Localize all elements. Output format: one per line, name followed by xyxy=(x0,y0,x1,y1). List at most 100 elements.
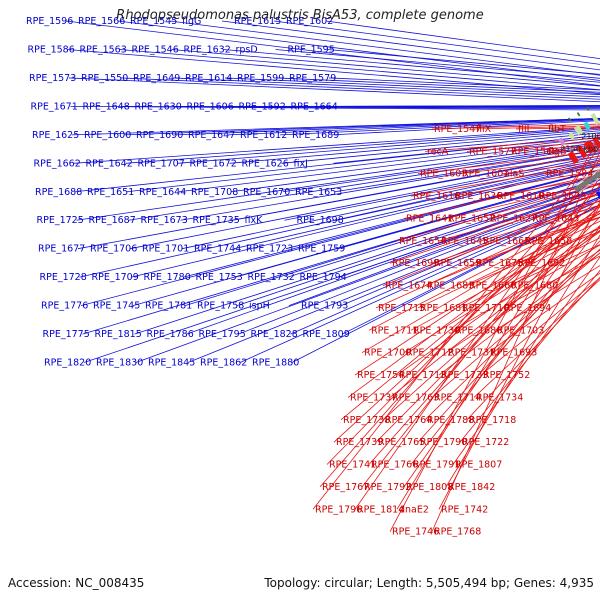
label-leader xyxy=(281,132,600,164)
gene-label-forward: RPE_1862 xyxy=(200,358,247,369)
gene-label-forward: RPE_1644 xyxy=(139,187,186,198)
gene-label-forward: RPE_1759 xyxy=(298,244,345,255)
gene-label-reverse: RPE_1547 xyxy=(434,124,481,135)
label-leader xyxy=(459,155,600,175)
feature-block xyxy=(568,131,576,140)
gene-label-reverse: RPE_1796 xyxy=(315,504,362,515)
label-leader xyxy=(80,169,600,307)
label-leader xyxy=(431,150,600,532)
label-leader xyxy=(459,237,600,309)
gene-label-reverse: RPE_1737 xyxy=(350,392,397,403)
label-leader xyxy=(183,169,600,278)
gene-label-forward: RPE_1815 xyxy=(95,329,142,340)
map-title: Rhodopseudomonas palustris BisA53, compl… xyxy=(116,8,484,23)
gene-label-reverse: RPE_1754 xyxy=(357,370,404,381)
label-leader xyxy=(187,196,600,363)
gene-label-forward: RPE_1546 xyxy=(132,44,179,55)
gene-label-reverse: RPE_1584 xyxy=(546,169,593,180)
label-leader xyxy=(71,117,600,136)
gene-label-reverse: RPE_1733 xyxy=(441,370,488,381)
label-leader xyxy=(417,220,600,309)
label-leader xyxy=(473,279,600,398)
gene-label-reverse: RPE_1699 xyxy=(392,258,439,269)
label-leader xyxy=(131,164,600,278)
gene-label-forward: RPE_1776 xyxy=(41,301,88,312)
label-leader xyxy=(224,77,600,95)
gene-label-forward: RPE_1673 xyxy=(141,215,188,226)
feature-block xyxy=(590,112,600,125)
gene-label-forward: RPE_1880 xyxy=(252,358,299,369)
label-leader xyxy=(438,252,600,376)
gene-label-reverse: RPE_1722 xyxy=(462,437,509,448)
gene-label-forward: RPE_1701 xyxy=(142,244,189,255)
gene-label-forward: RPE_1600 xyxy=(84,130,131,141)
topology-summary: Topology: circular; Length: 5,505,494 bp… xyxy=(264,576,594,590)
label-leader xyxy=(275,49,600,79)
gene-label-reverse: RPE_1718 xyxy=(469,415,516,426)
label-leader xyxy=(169,20,600,76)
gene-label-reverse: RPE_1654 xyxy=(399,236,446,247)
label-leader xyxy=(334,149,600,193)
label-leader xyxy=(368,203,600,465)
gene-label-forward: RPE_1728 xyxy=(40,272,87,283)
gene-label-forward: RPE_1672 xyxy=(190,158,237,169)
gene-label-forward: RPE_1688 xyxy=(35,187,82,198)
gene-label-reverse: RPE_1814 xyxy=(357,504,404,515)
label-leader xyxy=(403,205,600,488)
gene-label-reverse: RPE_1790 xyxy=(420,437,467,448)
label-leader xyxy=(410,226,600,465)
gene-label-reverse: RPE_1730 xyxy=(413,325,460,336)
gene-label-forward: RPE_1550 xyxy=(81,73,128,84)
gene-label-reverse: RPE_1680 xyxy=(511,281,558,292)
gene-label-forward: RPE_1687 xyxy=(89,215,136,226)
gene-label-reverse: RPE_1686 xyxy=(455,325,502,336)
label-leader xyxy=(126,136,600,193)
gene-label-reverse: RPE_1674 xyxy=(385,281,432,292)
accession-label: Accession: NC_008435 xyxy=(8,576,145,590)
label-leader xyxy=(336,162,600,221)
gene-label-reverse: fliL xyxy=(518,124,533,135)
gene-label-reverse: RPE_1692 xyxy=(518,258,565,269)
label-leader xyxy=(354,212,600,376)
gene-label-reverse: RPE_1643 xyxy=(532,213,579,224)
gene-label-reverse: RPE_1645 xyxy=(441,236,488,247)
gene-label-forward: RPE_1775 xyxy=(43,329,90,340)
gene-label-forward: RPE_1586 xyxy=(28,44,75,55)
gene-label-reverse: dnaE2 xyxy=(399,504,429,515)
label-leader xyxy=(438,194,600,242)
gene-label-reverse: alaS xyxy=(504,169,524,180)
gene-label-reverse: RPE_1731 xyxy=(448,348,495,359)
gene-label-forward: RPE_1709 xyxy=(92,272,139,283)
label-leader xyxy=(375,206,600,309)
gene-label-reverse: RPE_1710 xyxy=(462,303,509,314)
label-leader xyxy=(375,216,600,443)
gene-label-forward: rpsD xyxy=(236,44,258,55)
label-leader xyxy=(77,152,600,250)
gene-label-reverse: RPE_1767 xyxy=(322,482,369,493)
gene-label-reverse: RPE_1658 xyxy=(525,236,572,247)
gene-label-forward: RPE_1828 xyxy=(251,329,298,340)
feature-rings xyxy=(551,106,600,200)
gene-label-forward: RPE_1706 xyxy=(90,244,137,255)
label-leader xyxy=(487,272,600,354)
gc-marker xyxy=(567,117,572,122)
label-leader xyxy=(403,173,600,219)
gene-label-forward: RPE_1723 xyxy=(246,244,293,255)
gene-label-reverse: RPE_1665 xyxy=(483,236,530,247)
gene-label-forward: RPE_1708 xyxy=(191,187,238,198)
gene-label-reverse: RPE_1700 xyxy=(364,348,411,359)
gene-label-reverse: RPE_1842 xyxy=(448,482,495,493)
tick-label: 2100 kbp xyxy=(581,132,600,141)
gene-label-reverse: RPE_1791 xyxy=(413,460,460,471)
reverse-cds xyxy=(592,136,600,150)
gene-label-reverse: RPE_1763 xyxy=(392,392,439,403)
gene-label-forward: RPE_1614 xyxy=(185,73,232,84)
gene-label-forward: RPE_1758 xyxy=(197,301,244,312)
label-leader xyxy=(129,155,600,250)
gene-label-forward: RPE_1579 xyxy=(289,73,336,84)
feature-block xyxy=(558,137,566,146)
label-leader xyxy=(452,244,600,331)
gene-label-reverse: RPE_1742 xyxy=(441,504,488,515)
label-leader xyxy=(396,231,600,376)
gene-label-forward: RPE_1662 xyxy=(34,158,81,169)
